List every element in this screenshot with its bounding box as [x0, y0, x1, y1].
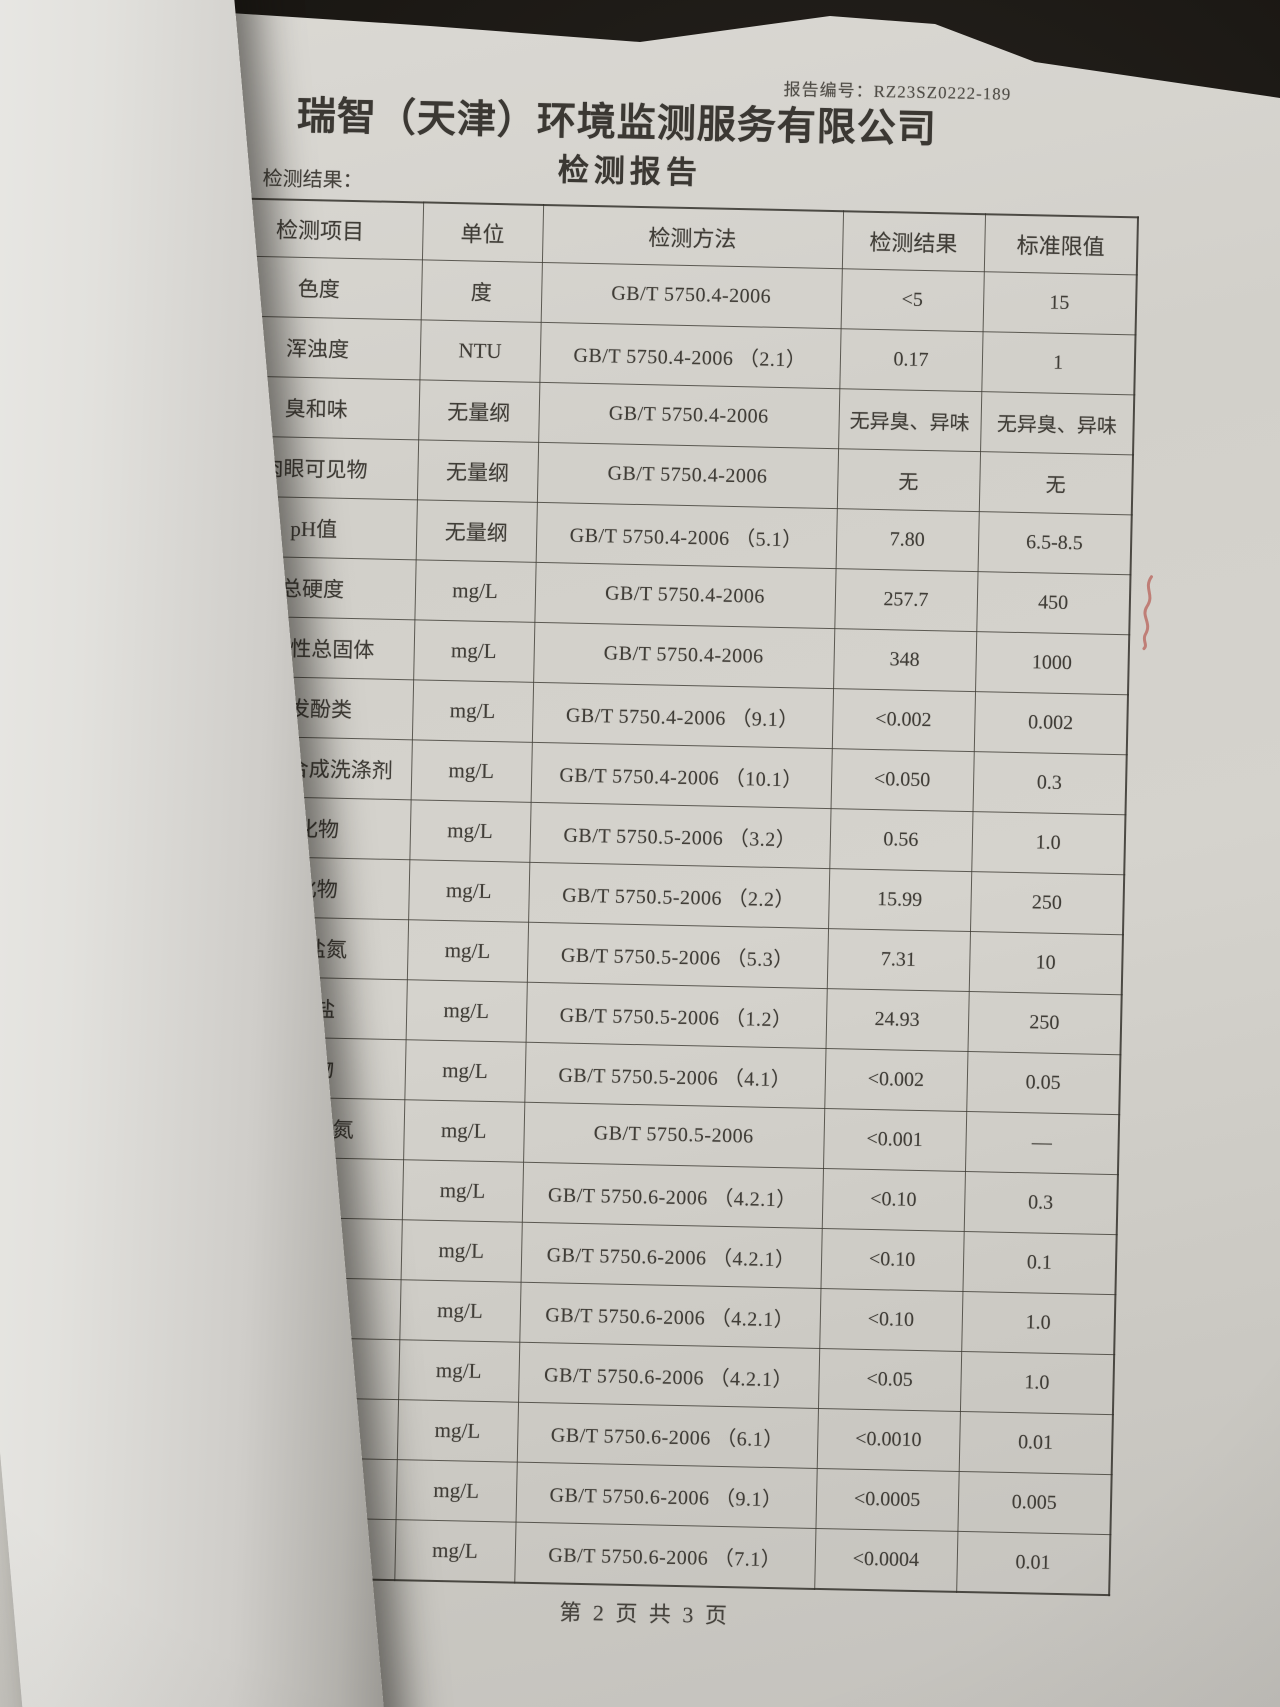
cell-limit: 1000	[975, 631, 1130, 695]
cell-method: GB/T 5750.5-2006 （3.2）	[529, 802, 831, 869]
cell-unit: mg/L	[414, 559, 536, 623]
cell-result: 7.80	[835, 508, 979, 572]
cell-limit: 250	[969, 871, 1125, 935]
cell-method: GB/T 5750.5-2006 （2.2）	[528, 862, 830, 929]
cell-unit: mg/L	[396, 1399, 519, 1463]
cell-method: GB/T 5750.4-2006	[536, 442, 839, 509]
cell-unit: mg/L	[394, 1519, 516, 1583]
cell-method: GB/T 5750.6-2006 （4.2.1）	[521, 1162, 824, 1229]
cell-method: GB/T 5750.4-2006	[534, 562, 836, 629]
cell-unit: mg/L	[400, 1219, 522, 1283]
column-header-result: 检测结果	[841, 211, 986, 272]
cell-result: <0.05	[817, 1348, 962, 1412]
column-header-unit: 单位	[421, 202, 544, 263]
cell-limit: 0.01	[958, 1411, 1113, 1475]
cell-result: 无	[836, 448, 981, 512]
cell-method: GB/T 5750.4-2006 （2.1）	[539, 322, 841, 389]
cell-result: <0.0004	[814, 1528, 958, 1592]
cell-unit: mg/L	[413, 619, 535, 683]
cell-unit: 度	[420, 259, 542, 323]
section-label: 2、检测结果：	[232, 167, 363, 193]
cell-limit: 1.0	[971, 811, 1126, 875]
cell-result: <0.10	[819, 1288, 963, 1352]
cell-method: GB/T 5750.4-2006	[540, 262, 842, 329]
cell-unit: mg/L	[409, 799, 531, 863]
company-name: 瑞智（天津）环境监测服务有限公司	[296, 94, 938, 152]
cell-unit: 无量纲	[416, 439, 539, 503]
cell-limit: 0.002	[973, 691, 1128, 755]
cell-limit: 0.3	[972, 751, 1127, 815]
cell-unit: NTU	[419, 319, 541, 383]
cell-method: GB/T 5750.6-2006 （4.2.1）	[520, 1222, 822, 1289]
cell-limit: 250	[967, 991, 1122, 1055]
cell-result: 257.7	[834, 568, 978, 632]
cell-method: GB/T 5750.6-2006 （4.2.1）	[518, 1342, 820, 1409]
cell-result: <0.002	[831, 688, 976, 752]
cell-method: GB/T 5750.5-2006 （4.1）	[524, 1042, 826, 1109]
cell-unit: mg/L	[399, 1279, 521, 1343]
cell-method: GB/T 5750.4-2006	[533, 622, 835, 689]
cell-result: 15.99	[828, 868, 972, 932]
cell-method: GB/T 5750.4-2006	[538, 382, 840, 449]
cell-result: <0.10	[821, 1168, 965, 1232]
cell-unit: mg/L	[404, 1039, 526, 1103]
cell-method: GB/T 5750.6-2006 （9.1）	[515, 1462, 817, 1529]
cell-unit: 无量纲	[415, 499, 537, 563]
cell-limit: 450	[976, 571, 1131, 635]
cell-limit: 10	[968, 931, 1123, 995]
cell-result: <0.0005	[815, 1468, 959, 1532]
report-title: 检测报告	[557, 152, 703, 191]
cell-unit: mg/L	[408, 859, 530, 923]
cell-result: <0.0010	[816, 1408, 960, 1472]
cell-limit: 0.01	[956, 1531, 1111, 1596]
cell-unit: mg/L	[403, 1099, 525, 1163]
cell-limit: 1.0	[961, 1291, 1116, 1355]
red-stamp-mark	[1142, 575, 1153, 651]
cell-result: <0.050	[830, 748, 974, 812]
cell-result: <0.10	[820, 1228, 964, 1292]
cell-limit: 0.1	[962, 1231, 1117, 1295]
cell-result: 7.31	[826, 928, 970, 992]
cell-unit: 无量纲	[418, 379, 540, 443]
cell-result: <0.002	[824, 1048, 968, 1112]
cell-method: GB/T 5750.4-2006 （9.1）	[531, 682, 834, 749]
cell-limit: 1	[981, 331, 1136, 395]
cell-method: GB/T 5750.5-2006 （1.2）	[525, 982, 827, 1049]
cell-result: <0.001	[823, 1108, 967, 1172]
cell-result: 无异臭、异味	[838, 388, 982, 452]
cell-result: 0.17	[839, 328, 983, 392]
cell-result: 0.56	[829, 808, 973, 872]
cell-unit: mg/L	[401, 1159, 524, 1223]
cell-limit: 无	[978, 451, 1134, 515]
cell-unit: mg/L	[398, 1339, 520, 1403]
cell-limit: 无异臭、异味	[980, 391, 1135, 455]
cell-result: 24.93	[825, 988, 969, 1052]
cell-limit: —	[964, 1111, 1120, 1175]
cell-limit: 0.3	[963, 1171, 1118, 1235]
cell-result: 348	[833, 628, 977, 692]
cell-method: GB/T 5750.4-2006 （10.1）	[530, 742, 832, 809]
cell-limit: 0.05	[966, 1051, 1121, 1115]
cell-method: GB/T 5750.6-2006 （6.1）	[516, 1402, 818, 1469]
cell-unit: mg/L	[411, 679, 534, 743]
cell-limit: 1.0	[959, 1351, 1115, 1415]
cell-limit: 6.5-8.5	[977, 511, 1132, 575]
cell-limit: 15	[982, 271, 1137, 335]
cell-method: GB/T 5750.6-2006 （4.2.1）	[519, 1282, 821, 1349]
cell-method: GB/T 5750.6-2006 （7.1）	[514, 1522, 816, 1589]
cell-method: GB/T 5750.4-2006 （5.1）	[535, 502, 837, 569]
cell-unit: mg/L	[405, 979, 527, 1043]
cell-unit: mg/L	[410, 739, 532, 803]
cell-limit: 0.005	[957, 1471, 1112, 1535]
column-header-limit: 标准限值	[983, 214, 1138, 275]
column-header-method: 检测方法	[541, 204, 844, 269]
cell-unit: mg/L	[395, 1459, 517, 1523]
cell-method: GB/T 5750.5-2006 （5.3）	[526, 922, 829, 989]
cell-unit: mg/L	[406, 919, 529, 983]
cell-result: <5	[840, 268, 984, 332]
cell-method: GB/T 5750.5-2006	[523, 1102, 825, 1169]
